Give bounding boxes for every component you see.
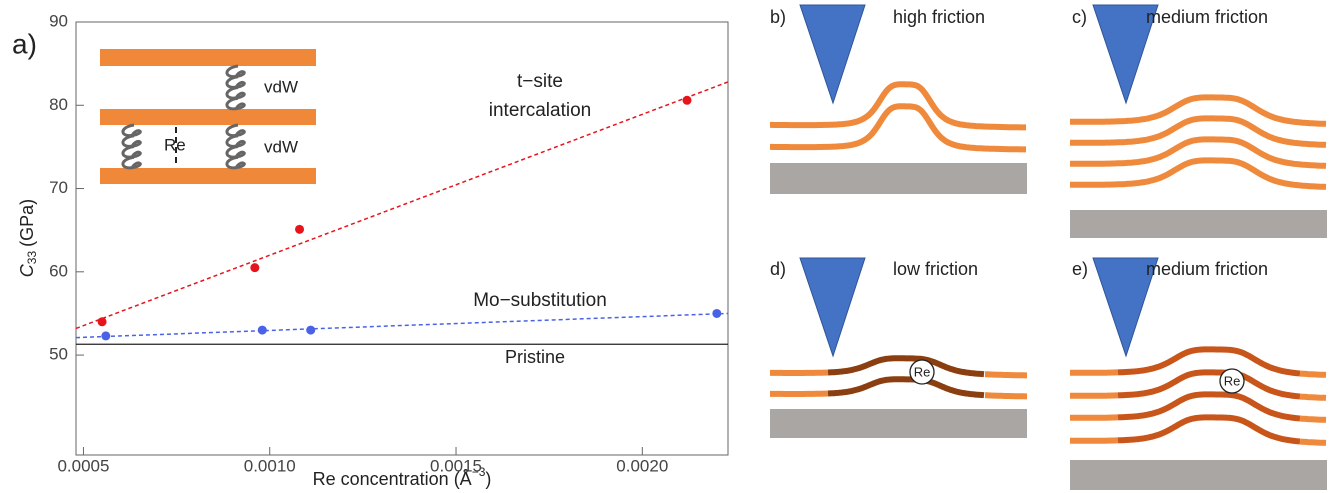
series-label: intercalation	[489, 100, 591, 121]
tip	[1092, 4, 1159, 105]
layer	[770, 103, 1026, 153]
panel-label: b)	[770, 7, 786, 27]
reference-label: Pristine	[505, 347, 565, 367]
x-tick-label: 0.0020	[616, 456, 668, 475]
panel-label: a)	[12, 28, 37, 59]
layer	[100, 168, 316, 184]
y-tick-label: 70	[49, 178, 68, 197]
point	[97, 317, 107, 327]
atom-label: Re	[1224, 373, 1241, 388]
point	[101, 331, 111, 341]
x-label-text: Re concentration (Å	[313, 469, 472, 489]
fit-line	[75, 312, 729, 339]
inset-label: Re	[164, 135, 186, 154]
atom	[909, 359, 935, 385]
tip	[799, 4, 866, 105]
x-label-sup: −3	[472, 465, 486, 479]
plot-frame	[75, 21, 729, 456]
layer	[100, 49, 316, 66]
layer	[1299, 438, 1327, 446]
layer	[1299, 393, 1327, 401]
x-tick-label: 0.0015	[430, 456, 482, 475]
substrate	[1070, 460, 1327, 490]
layer-strained	[827, 376, 985, 399]
atom-label: Re	[914, 364, 931, 379]
layer	[1299, 370, 1327, 378]
inset: vdW vdW Re	[100, 49, 316, 184]
panel-title: medium friction	[1146, 259, 1268, 279]
y-label-sub: 33	[25, 251, 39, 265]
spring	[225, 64, 246, 111]
panel-label: e)	[1072, 259, 1088, 279]
point	[712, 308, 722, 318]
point	[682, 95, 692, 105]
substrate	[1070, 210, 1327, 238]
panel-label: d)	[770, 259, 786, 279]
y-tick-label: 50	[49, 345, 68, 364]
inset-label: vdW	[264, 137, 298, 156]
x-tick-label: 0.0005	[57, 456, 109, 475]
layer	[1299, 415, 1327, 423]
layer	[100, 109, 316, 125]
layer	[1070, 157, 1327, 190]
spring	[225, 123, 246, 170]
point	[295, 224, 305, 234]
spring	[121, 123, 142, 170]
panel-title: medium friction	[1146, 7, 1268, 27]
tip	[1092, 257, 1159, 358]
inset-label: vdW	[264, 77, 298, 96]
panel-title: low friction	[893, 259, 978, 279]
layer-strained	[1117, 369, 1301, 400]
atom	[1219, 368, 1245, 394]
point	[250, 263, 260, 273]
y-label-symbol: C	[17, 263, 37, 277]
y-tick-label: 60	[49, 261, 68, 280]
y-label-unit: (GPa)	[17, 199, 37, 247]
y-axis-label: C33 (GPa)	[17, 199, 39, 277]
layer	[984, 392, 1027, 400]
series-label: Mo−substitution	[473, 290, 607, 311]
layer-strained	[1117, 391, 1301, 422]
layer	[770, 390, 829, 397]
layer-strained	[1117, 346, 1301, 377]
panel-title: high friction	[893, 7, 985, 27]
layer	[770, 369, 829, 376]
layer	[984, 371, 1027, 379]
layer	[1070, 115, 1327, 148]
x-tick-label: 0.0010	[244, 456, 296, 475]
substrate	[770, 409, 1027, 438]
tip	[799, 257, 866, 358]
substrate	[770, 163, 1027, 194]
x-axis-label: Re concentration (Å−3)	[313, 465, 492, 489]
series-label: t−site	[517, 71, 563, 92]
point	[257, 325, 267, 335]
point	[306, 325, 316, 335]
x-label-close: )	[485, 469, 491, 489]
layer-strained	[827, 355, 985, 378]
layer-strained	[1117, 414, 1301, 445]
panel-label: c)	[1072, 7, 1087, 27]
y-tick-label: 80	[49, 95, 68, 114]
y-tick-label: 90	[49, 11, 68, 30]
layer	[770, 81, 1026, 131]
layer	[1070, 136, 1327, 169]
layer	[1070, 94, 1327, 127]
